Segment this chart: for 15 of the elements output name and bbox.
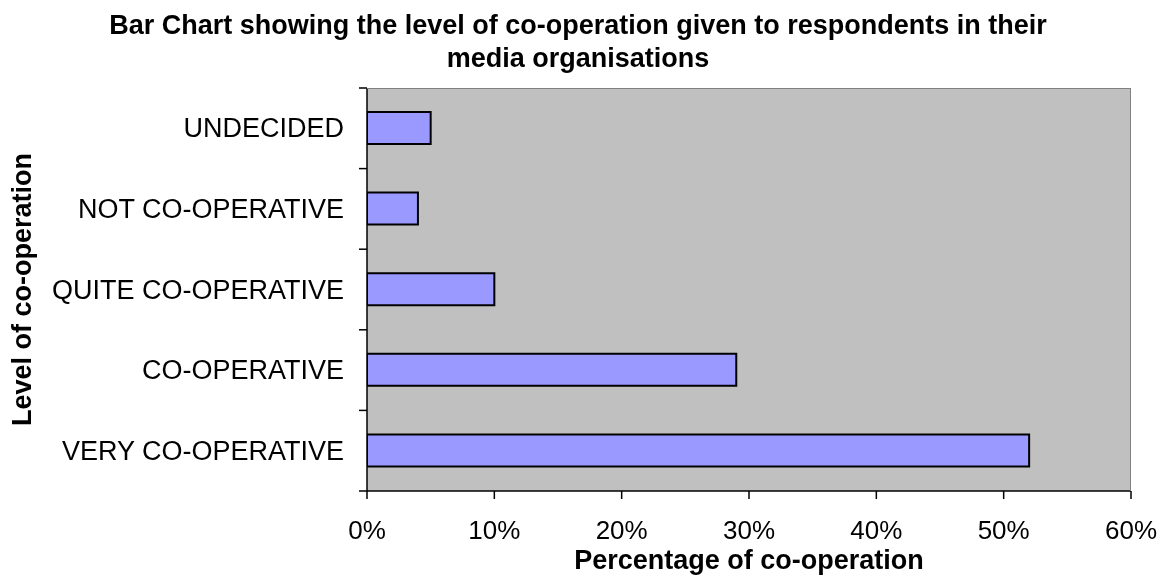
x-axis-title: Percentage of co-operation [574,545,924,575]
x-tick-label: 0% [348,515,386,546]
x-tick-label: 30% [722,515,776,546]
x-tick-label: 60% [1104,515,1158,546]
y-axis-title: Level of co-operation [7,152,37,427]
x-tick-label: 40% [850,515,903,546]
x-tick-label: 10% [468,515,521,546]
x-tick-label: 50% [977,515,1030,546]
y-tick-label: UNDECIDED [183,113,344,144]
chart-title: Bar Chart showing the level of co-operation given to respondents in their media organisations [108,9,1048,75]
y-tick-label: QUITE CO-OPERATIVE [51,274,344,305]
x-tick-label: 20% [595,515,648,546]
y-tick-label: CO-OPERATIVE [141,355,344,386]
y-tick-label: NOT CO-OPERATIVE [77,193,344,224]
y-tick-label: VERY CO-OPERATIVE [61,435,344,466]
